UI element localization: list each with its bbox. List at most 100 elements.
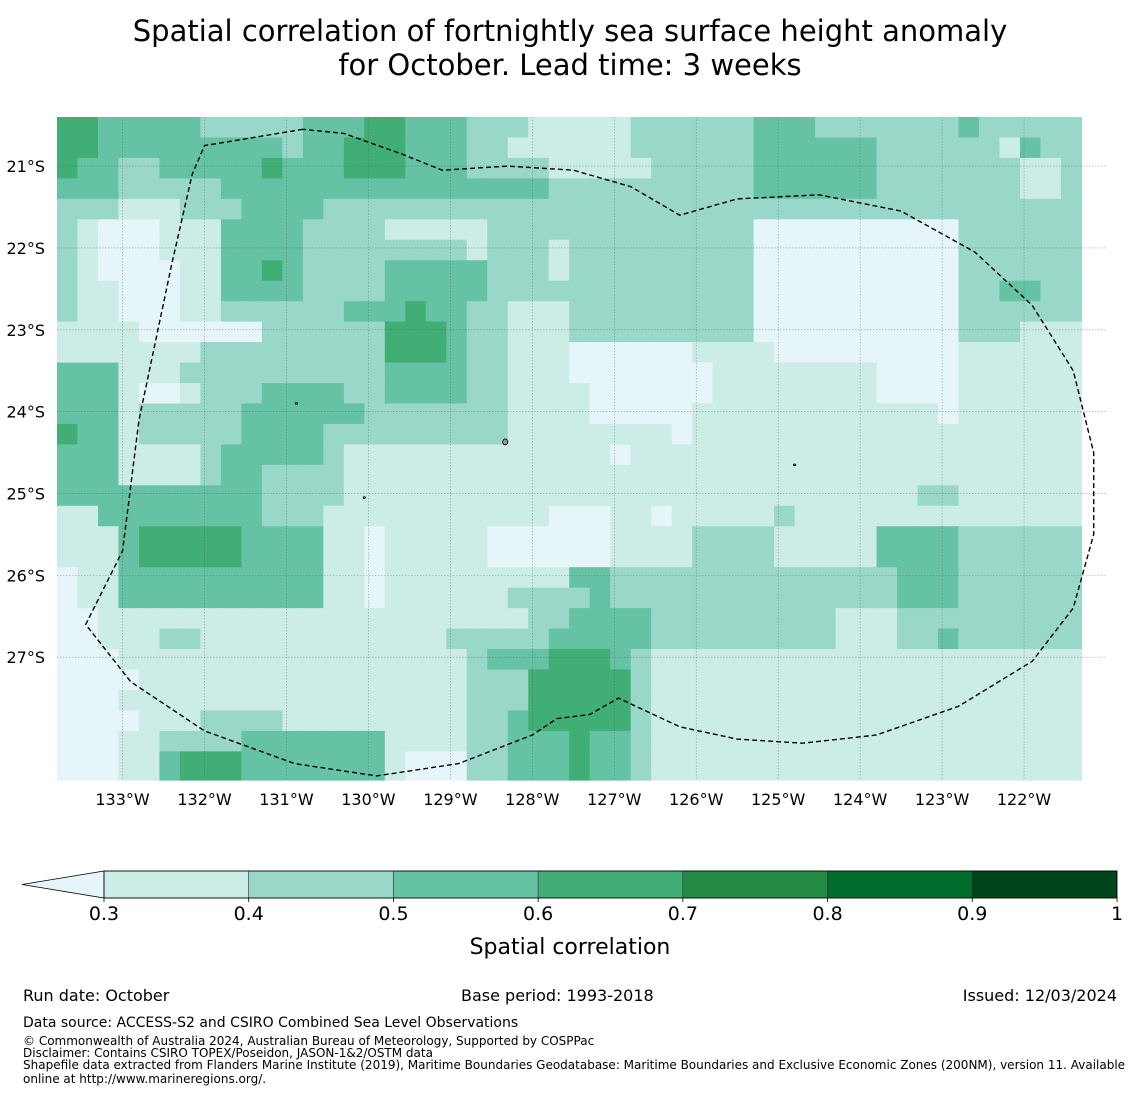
heatmap-cell <box>630 239 652 261</box>
heatmap-cell <box>651 280 673 302</box>
heatmap-cell <box>118 423 140 445</box>
heatmap-cell <box>200 137 222 159</box>
heatmap-cell <box>507 362 529 384</box>
heatmap-cell <box>1019 157 1042 179</box>
heatmap-cell <box>671 464 693 486</box>
heatmap-cell <box>753 383 775 405</box>
heatmap-cell <box>1060 342 1083 364</box>
heatmap-cell <box>261 485 283 507</box>
heatmap-cell <box>179 301 202 323</box>
heatmap-cell <box>446 157 468 179</box>
heatmap-cell <box>876 464 898 486</box>
heatmap-cell <box>323 117 345 139</box>
heatmap-cell <box>835 137 857 159</box>
heatmap-cell <box>569 526 591 548</box>
heatmap-cell <box>671 219 693 241</box>
heatmap-cell <box>692 301 714 323</box>
heatmap-cell <box>405 710 427 732</box>
heatmap-cell <box>261 526 283 548</box>
heatmap-cell <box>651 730 673 752</box>
heatmap-cell <box>876 362 898 384</box>
heatmap-cell <box>835 485 857 507</box>
heatmap-cell <box>938 301 960 323</box>
heatmap-cell <box>77 689 99 712</box>
heatmap-cell <box>1019 260 1042 282</box>
heatmap-cell <box>282 730 304 752</box>
heatmap-cell <box>405 649 427 671</box>
colorbar: 0.3 0.4 0.5 0.6 0.7 0.8 0.9 1 <box>21 870 1123 925</box>
heatmap-cell <box>487 362 509 384</box>
heatmap-cell <box>589 710 611 732</box>
heatmap-cell <box>733 689 755 712</box>
heatmap-cell <box>569 383 591 405</box>
heatmap-cell <box>57 669 79 691</box>
heatmap-cell <box>794 117 816 139</box>
heatmap-cell <box>712 157 734 179</box>
heatmap-cell <box>671 178 693 200</box>
heatmap-cell <box>692 321 714 343</box>
heatmap-cell <box>507 710 529 732</box>
heatmap-cell <box>897 649 919 671</box>
heatmap-cell <box>507 301 529 323</box>
heatmap-cell <box>917 239 939 261</box>
heatmap-cell <box>692 178 714 200</box>
heatmap-cell <box>815 567 837 589</box>
heatmap-cell <box>261 771 283 781</box>
heatmap-cell <box>794 342 816 364</box>
heatmap-cell <box>138 546 161 568</box>
heatmap-cell <box>917 587 939 609</box>
heatmap-cell <box>466 751 488 773</box>
heatmap-cell <box>343 260 365 282</box>
heatmap-cell <box>917 301 939 323</box>
heatmap-cell <box>692 280 714 302</box>
heatmap-cell <box>1040 117 1062 139</box>
heatmap-cell <box>1040 321 1062 343</box>
heatmap-cell <box>323 137 345 159</box>
heatmap-cell <box>200 526 222 548</box>
colorbar-tick-label: 0.5 <box>378 903 408 925</box>
heatmap-cell <box>528 567 550 589</box>
heatmap-cell <box>1040 771 1062 781</box>
heatmap-cell <box>794 669 816 691</box>
heatmap-cell <box>733 260 755 282</box>
heatmap-cell <box>671 198 693 220</box>
heatmap-cell <box>57 649 79 671</box>
heatmap-cell <box>220 342 242 364</box>
heatmap-cell <box>876 587 898 609</box>
heatmap-cell <box>692 342 714 364</box>
heatmap-cell <box>179 771 202 781</box>
heatmap-cell <box>774 342 796 364</box>
heatmap-cell <box>589 198 611 220</box>
heatmap-cell <box>200 444 222 466</box>
heatmap-cell <box>1019 567 1042 589</box>
heatmap-cell <box>589 321 611 343</box>
heatmap-cell <box>425 710 447 732</box>
heatmap-cell <box>282 485 304 507</box>
heatmap-cell <box>1019 689 1042 712</box>
heatmap-cell <box>897 546 919 568</box>
heatmap-cell <box>138 444 161 466</box>
heatmap-cell <box>815 280 837 302</box>
heatmap-cell <box>282 403 304 425</box>
heatmap-cell <box>917 710 939 732</box>
heatmap-cell <box>876 689 898 712</box>
heatmap-cell <box>733 198 755 220</box>
heatmap-cell <box>343 689 365 712</box>
heatmap-cell <box>794 362 816 384</box>
heatmap-cell <box>651 649 673 671</box>
heatmap-cell <box>77 157 99 179</box>
heatmap-cell <box>446 301 468 323</box>
heatmap-cell <box>323 321 345 343</box>
heatmap-cell <box>302 383 324 405</box>
heatmap-cell <box>425 444 447 466</box>
heatmap-cell <box>978 239 1001 261</box>
heatmap-cell <box>487 260 509 282</box>
heatmap-cell <box>1040 137 1062 159</box>
heatmap-cell <box>425 649 447 671</box>
heatmap-cell <box>241 301 263 323</box>
heatmap-cell <box>507 178 529 200</box>
shapefile-credit-line-2: online at http://www.marineregions.org/. <box>23 1072 267 1086</box>
heatmap-cell <box>692 587 714 609</box>
heatmap-cell <box>323 260 345 282</box>
